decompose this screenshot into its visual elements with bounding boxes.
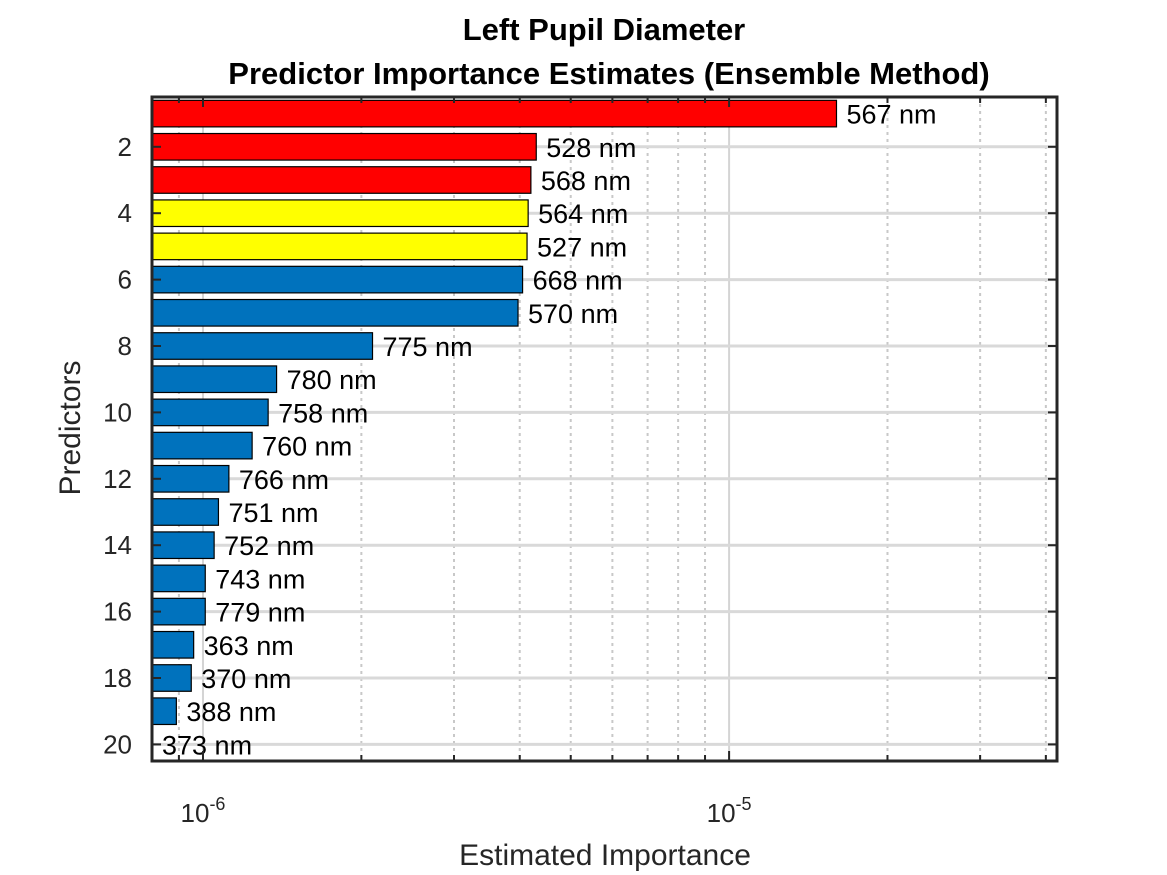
bar-predictor-11	[151, 431, 253, 460]
bar-predictor-10	[151, 398, 269, 427]
bar-label-predictor-13: 751 nm	[228, 498, 318, 528]
bar-label-predictor-16: 779 nm	[215, 598, 305, 628]
x-tick-label: 10-5	[707, 794, 752, 828]
y-tick-label: 4	[118, 198, 132, 228]
bar-label-predictor-4: 564 nm	[538, 199, 628, 229]
bar-label-predictor-11: 760 nm	[262, 432, 352, 462]
y-tick-label: 10	[103, 397, 132, 427]
bar-label-predictor-3: 568 nm	[541, 166, 631, 196]
y-tick-label: 8	[118, 331, 132, 361]
bar-predictor-5	[151, 232, 528, 261]
x-tick-label: 10-6	[181, 794, 226, 828]
bar-label-predictor-8: 775 nm	[383, 332, 473, 362]
y-tick-label: 2	[118, 132, 132, 162]
bars-layer	[151, 99, 838, 726]
y-tick-label: 20	[103, 729, 132, 759]
bar-label-predictor-12: 766 nm	[239, 465, 329, 495]
bar-label-predictor-14: 752 nm	[224, 531, 314, 561]
bar-predictor-12	[151, 464, 230, 493]
x-tick-labels: 10-6 10-5	[181, 794, 752, 828]
y-tick-labels: 2 4 6 8 10 12 14 16 18 20	[103, 132, 132, 760]
y-tick-label: 18	[103, 663, 132, 693]
y-tick-label: 16	[103, 597, 132, 627]
bar-predictor-17	[151, 630, 195, 659]
y-tick-label: 6	[118, 265, 132, 295]
bar-label-predictor-1: 567 nm	[846, 100, 936, 130]
bar-label-predictor-6: 668 nm	[533, 266, 623, 296]
y-axis-label: Predictors	[54, 360, 87, 495]
bar-predictor-9	[151, 365, 278, 394]
bar-predictor-8	[151, 332, 374, 360]
x-tick-exponent: -5	[736, 794, 752, 814]
bar-predictor-1	[151, 99, 838, 128]
bar-label-predictor-2: 528 nm	[546, 133, 636, 163]
bar-predictor-13	[151, 498, 220, 526]
y-tick-label: 14	[103, 530, 132, 560]
bar-predictor-19	[151, 697, 177, 726]
bar-label-predictor-20: 373 nm	[162, 730, 252, 760]
plot-area-box	[150, 95, 1059, 763]
bar-predictor-7	[151, 298, 519, 327]
bar-label-predictor-18: 370 nm	[201, 664, 291, 694]
bar-predictor-15	[151, 564, 206, 593]
y-tick-label: 12	[103, 464, 132, 494]
chart-subtitle: Predictor Importance Estimates (Ensemble…	[228, 56, 989, 91]
bar-label-predictor-9: 780 nm	[287, 365, 377, 395]
bar-label-predictor-15: 743 nm	[215, 564, 305, 594]
x-tick-base: 10	[707, 798, 736, 828]
bar-predictor-3	[151, 166, 532, 194]
bar-predictor-4	[151, 199, 529, 228]
x-tick-exponent: -6	[209, 794, 225, 814]
chart-title: Left Pupil Diameter	[463, 12, 746, 47]
x-axis-label: Estimated Importance	[459, 839, 751, 872]
bar-label-predictor-10: 758 nm	[278, 398, 368, 428]
bar-label-predictor-19: 388 nm	[186, 697, 276, 727]
ticks-layer	[151, 97, 1057, 761]
bar-label-predictor-5: 527 nm	[537, 232, 627, 262]
bar-label-predictor-7: 570 nm	[528, 299, 618, 329]
bar-predictor-2	[151, 132, 537, 161]
bar-predictor-6	[151, 265, 524, 294]
bar-predictor-14	[151, 531, 215, 560]
bar-label-predictor-17: 363 nm	[204, 631, 294, 661]
x-tick-base: 10	[181, 798, 210, 828]
